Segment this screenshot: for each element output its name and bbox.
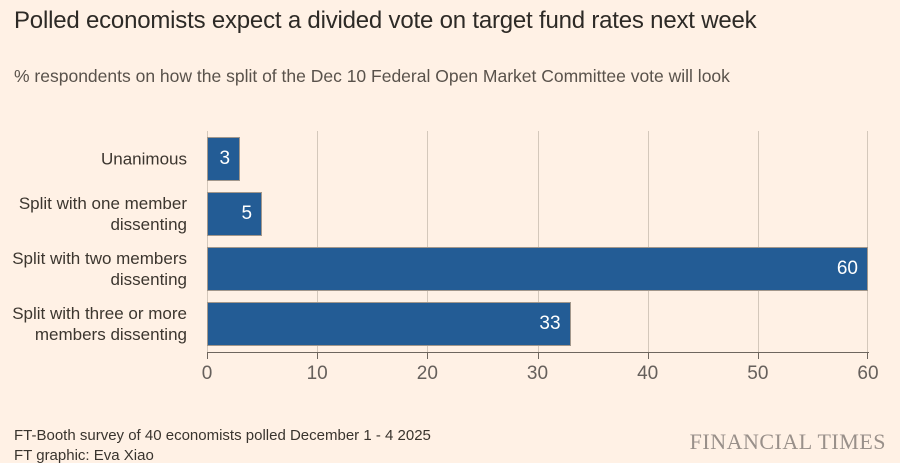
bar-value-label: 5	[241, 202, 253, 224]
bar-value-label: 60	[836, 258, 858, 280]
axis-tick-label-50: 50	[747, 363, 769, 384]
axis-tick-50	[757, 353, 759, 359]
bar-value-label: 3	[219, 147, 231, 169]
category-label-3: Split with three or more members dissent…	[12, 304, 187, 345]
plot-area: 3 5 60 33	[207, 131, 868, 352]
gridline-60	[867, 131, 868, 352]
x-axis-line	[207, 352, 869, 353]
gridline-10	[317, 131, 319, 352]
category-label-2: Split with two members dissenting	[12, 249, 187, 290]
bar-1: 5	[207, 191, 263, 236]
chart-subtitle: % respondents on how the split of the De…	[14, 66, 730, 86]
chart-title: Polled economists expect a divided vote …	[14, 7, 757, 34]
bar-3: 33	[207, 302, 571, 347]
credit-note: FT graphic: Eva Xiao	[14, 447, 154, 463]
axis-tick-label-60: 60	[857, 363, 879, 384]
axis-tick-20	[427, 353, 429, 359]
bar-value-label: 33	[539, 313, 561, 335]
gridline-50	[757, 131, 759, 352]
axis-tick-label-20: 20	[416, 363, 438, 384]
axis-tick-10	[317, 353, 319, 359]
source-note: FT-Booth survey of 40 economists polled …	[14, 427, 431, 444]
axis-tick-label-0: 0	[201, 363, 213, 384]
bar-0: 3	[207, 136, 241, 181]
axis-tick-label-30: 30	[526, 363, 549, 384]
category-label-1: Split with one member dissenting	[18, 193, 187, 234]
category-label-0: Unanimous	[101, 149, 187, 169]
axis-tick-0	[207, 353, 208, 359]
axis-tick-40	[647, 353, 649, 359]
axis-tick-label-10: 10	[306, 363, 328, 384]
category-labels: Unanimous Split with one member dissentin…	[0, 131, 196, 352]
bar-2: 60	[207, 247, 868, 292]
axis-tick-30	[537, 353, 539, 359]
gridline-0	[207, 131, 208, 352]
gridline-40	[647, 131, 649, 352]
axis-tick-60	[867, 353, 868, 359]
axis-tick-label-40: 40	[637, 363, 659, 384]
financial-times-logo: FINANCIAL TIMES	[689, 429, 886, 454]
gridline-20	[427, 131, 429, 352]
gridline-30	[537, 131, 539, 352]
